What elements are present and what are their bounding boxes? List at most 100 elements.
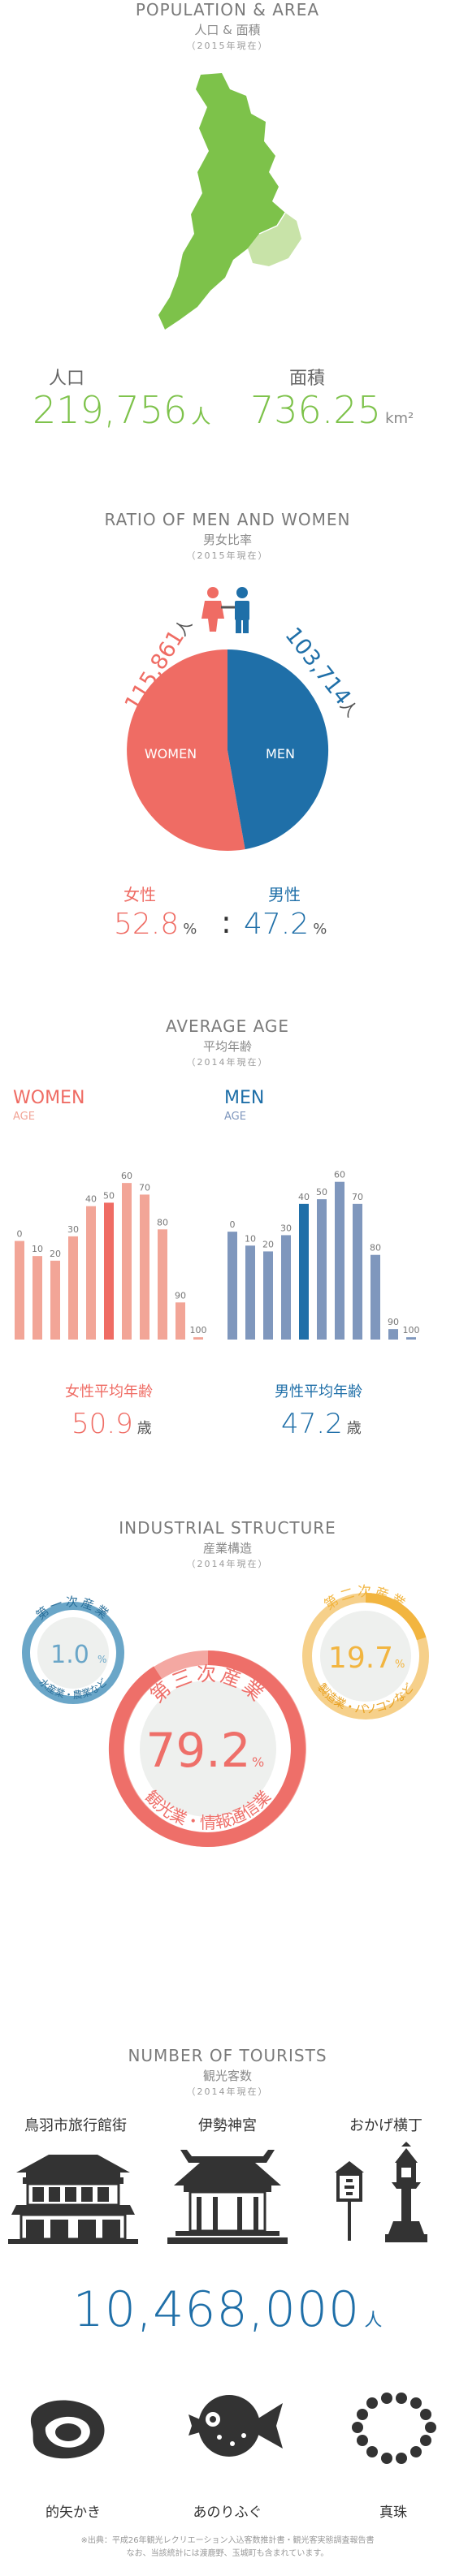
tourists-count: 10,468,000 xyxy=(72,2281,361,2338)
svg-text:第二次産業: 第二次産業 xyxy=(322,1584,410,1614)
bar-men-70 xyxy=(353,1203,362,1340)
bar-men-90 xyxy=(388,1329,398,1340)
shrine-icon xyxy=(167,2150,288,2244)
bar-men-20 xyxy=(263,1251,273,1340)
men-slice xyxy=(228,649,329,850)
men-avg-label: 男性平均年齢 xyxy=(275,1383,362,1400)
bar-women-20 xyxy=(50,1260,60,1340)
men-pct-unit: % xyxy=(313,921,327,938)
tourists-figure: 10,468,000 人 xyxy=(0,2281,455,2338)
population-area-title: POPULATION & AREA xyxy=(135,0,320,19)
bar-women-30 xyxy=(68,1236,78,1340)
tick-women-20: 20 xyxy=(50,1249,61,1259)
tick-women-50: 50 xyxy=(103,1190,115,1201)
okage-sign-icon xyxy=(335,2161,364,2241)
tick-men-70: 70 xyxy=(352,1192,363,1202)
population-area-year: （2015年現在） xyxy=(186,41,269,51)
svg-text:79.2: 79.2 xyxy=(145,1723,250,1778)
population-label: 人口 xyxy=(49,369,85,389)
area-label: 面積 xyxy=(289,369,326,389)
bar-men-60 xyxy=(335,1181,344,1340)
tourists-count-unit: 人 xyxy=(364,2311,383,2331)
tick-men-90: 90 xyxy=(388,1317,399,1327)
tick-women-0: 0 xyxy=(17,1229,23,1240)
population-figure: 219,756 人 xyxy=(32,388,210,432)
tick-women-80: 80 xyxy=(157,1217,168,1228)
tick-men-10: 10 xyxy=(245,1233,256,1244)
average-age-year: （2014年現在） xyxy=(186,1057,269,1068)
women-pct-unit: % xyxy=(183,921,197,938)
svg-text:19.7: 19.7 xyxy=(328,1642,393,1675)
age-bar-chart: 0 10 20 30 40 50 60 70 80 90 100 0 10 20 30 40 50 60 70 80 9… xyxy=(15,1170,420,1340)
women-avg: 50.9 xyxy=(72,1408,133,1440)
oyster-icon xyxy=(30,2400,105,2459)
footnote-source: ※出典：平成26年観光レクリエーション入込客数推計書・観光客実態調査報告書 xyxy=(80,2536,375,2545)
tick-men-0: 0 xyxy=(230,1219,236,1230)
bar-men-50 xyxy=(317,1199,327,1340)
tick-women-90: 90 xyxy=(175,1290,186,1301)
tick-men-20: 20 xyxy=(262,1239,274,1249)
secondary-ring: 19.7 % 第二次産業 製造業・パソコンなど xyxy=(302,1584,429,1719)
bar-women-10 xyxy=(32,1256,42,1340)
bar-women-90 xyxy=(176,1302,185,1340)
bar-men-10 xyxy=(245,1245,255,1340)
men-chart-title: MEN xyxy=(224,1088,265,1108)
bar-women-100 xyxy=(193,1337,203,1340)
footnote-note: なお、当該統計には渡鹿野、玉城町も含まれています。 xyxy=(126,2549,329,2558)
women-chart-title: WOMEN xyxy=(13,1088,85,1108)
men-slice-label: MEN xyxy=(266,746,295,762)
bar-women-50 xyxy=(104,1202,114,1340)
place-label-toba: 鳥羽市旅行館街 xyxy=(24,2117,127,2134)
tick-men-100: 100 xyxy=(403,1325,420,1335)
industry-title: INDUSTRIAL STRUCTURE xyxy=(119,1518,336,1538)
gender-pie-chart: WOMEN MEN 115,861 人 103,714 人 xyxy=(120,587,362,851)
tourists-title-jp: 観光客数 xyxy=(202,2069,252,2083)
women-avg-unit: 歳 xyxy=(136,1420,152,1437)
bar-men-80 xyxy=(370,1254,380,1340)
women-avg-figure: 50.9 歳 xyxy=(72,1408,152,1440)
place-label-okage: おかげ横丁 xyxy=(349,2117,422,2134)
women-slice xyxy=(127,649,245,851)
area-value: 736.25 xyxy=(250,388,381,432)
women-pct: 52.8 xyxy=(114,908,180,941)
tick-women-60: 60 xyxy=(121,1171,132,1181)
women-pct-figure: 52.8 % xyxy=(114,908,197,941)
tick-men-50: 50 xyxy=(316,1187,327,1197)
tick-men-80: 80 xyxy=(370,1243,381,1253)
bar-women-60 xyxy=(122,1183,132,1340)
average-age-title: AVERAGE AGE xyxy=(165,1016,290,1036)
product-label-oyster: 的矢かき xyxy=(46,2505,101,2521)
tick-men-30: 30 xyxy=(280,1223,292,1233)
tick-women-40: 40 xyxy=(85,1194,97,1205)
men-jp-label: 男性 xyxy=(268,885,301,904)
tick-men-60: 60 xyxy=(334,1170,345,1180)
tick-women-70: 70 xyxy=(139,1182,150,1193)
industry-year: （2014年現在） xyxy=(186,1559,269,1569)
men-avg: 47.2 xyxy=(281,1408,343,1440)
svg-text:%: % xyxy=(98,1654,106,1665)
bar-women-40 xyxy=(86,1206,96,1340)
women-slice-label: WOMEN xyxy=(145,746,197,762)
bar-men-30 xyxy=(281,1235,291,1340)
product-icons xyxy=(30,2393,436,2464)
pearl-necklace-icon xyxy=(352,2393,436,2464)
women-avg-label: 女性平均年齢 xyxy=(65,1383,153,1400)
women-chart-axis-label: AGE xyxy=(13,1111,35,1123)
gender-ratio-title-jp: 男女比率 xyxy=(202,533,252,547)
population-value: 219,756 xyxy=(32,388,188,432)
bar-men-40 xyxy=(299,1203,309,1340)
tourists-year: （2014年現在） xyxy=(186,2086,269,2097)
tertiary-ring: 79.2 % 第三次産業 観光業・情報通信業 xyxy=(108,1650,306,1847)
place-label-ise: 伊勢神宮 xyxy=(198,2117,257,2134)
bar-men-0 xyxy=(228,1232,237,1340)
bar-women-70 xyxy=(140,1194,150,1340)
industry-rings: 1.0 % 第一次産業 水産業・農業など 19.7 % 第二次産業 製造業・パソ… xyxy=(22,1584,429,1847)
prefecture-map-icon xyxy=(158,73,301,330)
primary-ring: 1.0 % 第一次産業 水産業・農業など xyxy=(22,1594,124,1704)
svg-text:%: % xyxy=(252,1754,264,1770)
tick-women-100: 100 xyxy=(190,1325,207,1335)
couple-icon xyxy=(202,587,249,633)
men-chart-axis-label: AGE xyxy=(224,1111,246,1123)
tick-women-30: 30 xyxy=(67,1224,79,1235)
landmark-icons xyxy=(8,2142,427,2244)
